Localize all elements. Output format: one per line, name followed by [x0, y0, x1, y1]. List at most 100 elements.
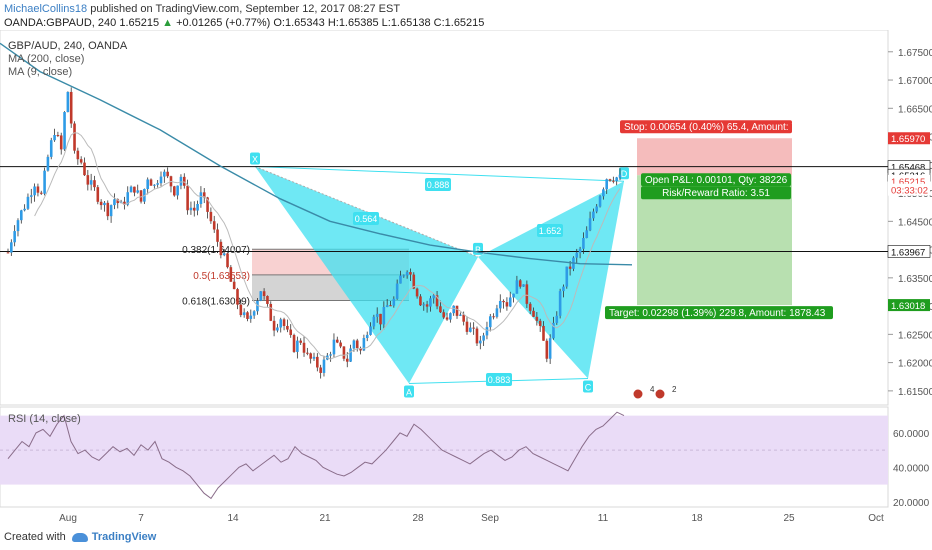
pattern-point-marker	[619, 167, 629, 180]
candle-body	[389, 305, 392, 307]
candle-body	[103, 202, 106, 206]
candle-body	[246, 312, 249, 319]
candle-body	[133, 186, 136, 193]
candle-body	[528, 303, 532, 311]
chart-title: GBP/AUD, 240, OANDA	[8, 40, 128, 52]
candle-body	[229, 267, 233, 282]
candle-body	[89, 180, 93, 185]
symbol-name: OANDA:GBPAUD, 240	[4, 17, 117, 29]
candle-body	[20, 210, 23, 221]
price-axis-label: 1.65215	[891, 177, 925, 188]
footer: Created with TradingView	[4, 531, 156, 543]
x-tick-label: 18	[691, 513, 703, 524]
author-link[interactable]: MichaelCollins18	[4, 3, 88, 15]
y-tick-label: 1.63500	[898, 274, 932, 285]
candle-body	[149, 179, 153, 186]
candle-body	[192, 207, 196, 211]
candle-body	[565, 266, 569, 287]
candle-body	[375, 313, 379, 317]
candle-body	[595, 206, 599, 212]
candle-body	[46, 156, 50, 171]
tradingview-logo[interactable]: TradingView	[71, 531, 156, 543]
candle-body	[279, 319, 283, 328]
candle-body	[412, 274, 416, 289]
candle-body	[299, 340, 302, 343]
candle-body	[442, 312, 446, 318]
candle-body	[156, 183, 159, 185]
candle-body	[222, 253, 226, 256]
price-chart[interactable]: 1.675001.670001.665001.660001.655001.650…	[0, 30, 932, 530]
candle-body	[296, 340, 299, 352]
candle-body	[236, 289, 239, 305]
price-axis-label: 1.65468	[891, 163, 925, 174]
candle-body	[199, 192, 203, 205]
candle-body	[232, 281, 236, 290]
y-tick-label: 1.61500	[898, 387, 932, 398]
x-tick-label: 25	[783, 513, 795, 524]
candle-body	[349, 348, 352, 362]
candle-body	[212, 221, 216, 230]
candle-body	[588, 218, 592, 231]
candle-body	[312, 356, 316, 359]
event-flag-icon	[654, 388, 666, 400]
candle-body	[502, 300, 505, 303]
candle-body	[329, 354, 332, 356]
candle-body	[79, 159, 83, 163]
candle-body	[153, 184, 156, 186]
candle-body	[252, 311, 256, 316]
candle-body	[289, 329, 293, 336]
pattern-point-marker	[583, 380, 593, 393]
y-tick-label: 1.67500	[898, 48, 932, 59]
rsi-tick-label: 20.0000	[893, 498, 930, 509]
pattern-ratio-label: 1.652	[539, 226, 562, 236]
candle-body	[182, 176, 186, 186]
candle-body	[359, 348, 362, 351]
ohlc-close: C:1.65215	[433, 17, 485, 29]
candle-body	[465, 321, 469, 332]
candle-body	[136, 190, 140, 193]
x-tick-label: 21	[319, 513, 331, 524]
ohlc-high: H:1.65385	[327, 17, 379, 29]
candle-body	[568, 266, 572, 269]
candle-body	[53, 134, 56, 141]
candle-body	[369, 326, 372, 335]
candle-body	[43, 170, 46, 194]
candle-body	[405, 272, 409, 276]
candle-body	[249, 315, 253, 319]
candle-body	[602, 189, 605, 197]
candle-body	[459, 314, 462, 316]
candle-body	[435, 295, 439, 307]
symbol-info: OANDA:GBPAUD, 240 1.65215 ▲ +0.01265 (+0…	[4, 17, 484, 29]
candle-body	[422, 304, 426, 306]
candle-body	[582, 237, 585, 249]
candle-body	[113, 199, 116, 206]
candle-body	[432, 295, 436, 299]
candle-body	[498, 300, 502, 309]
candle-body	[345, 358, 349, 362]
candle-body	[598, 196, 602, 207]
candle-body	[166, 171, 169, 177]
price-axis-label-bg	[887, 245, 931, 258]
candle-body	[488, 316, 492, 328]
candle-body	[618, 174, 622, 178]
x-tick-label: 11	[598, 513, 609, 524]
x-tick-label: Oct	[868, 513, 884, 524]
candle-body	[316, 356, 319, 368]
candle-body	[558, 291, 562, 316]
ma200-legend: MA (200, close)	[8, 53, 85, 65]
candle-body	[352, 340, 356, 349]
created-with-text: Created with	[4, 531, 66, 543]
candle-body	[129, 186, 133, 193]
candle-body	[116, 199, 120, 204]
pattern-ratio-box	[486, 373, 512, 386]
pattern-triangle-xab	[255, 166, 478, 384]
candle-body	[39, 192, 43, 194]
candle-body	[276, 327, 279, 331]
candle-body	[362, 338, 366, 351]
candle-body	[56, 134, 60, 136]
up-triangle-icon: ▲	[162, 17, 174, 29]
candle-body	[216, 229, 219, 242]
candle-body	[6, 252, 10, 254]
candle-body	[415, 288, 419, 297]
y-tick-label: 1.67000	[898, 76, 932, 87]
